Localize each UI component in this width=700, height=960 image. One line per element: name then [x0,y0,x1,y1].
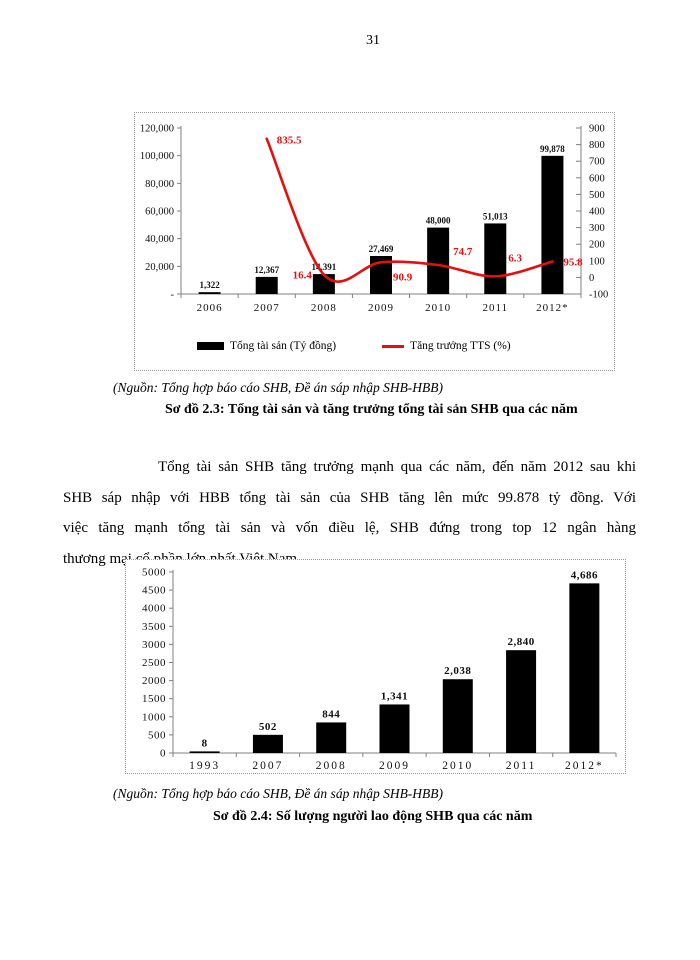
svg-text:3000: 3000 [142,639,166,651]
svg-text:74.7: 74.7 [453,246,473,258]
page-number: 31 [366,33,380,48]
svg-text:16.4: 16.4 [293,270,313,282]
figure1-source-caption: (Nguồn: Tổng hợp báo cáo SHB, Đề án sáp … [113,380,444,395]
svg-text:2007: 2007 [254,302,280,314]
paragraph-line: việc tăng mạnh tổng tài sản và vốn điều … [63,520,636,536]
svg-text:2500: 2500 [142,657,166,669]
svg-text:2012*: 2012* [536,302,569,314]
svg-text:12,367: 12,367 [254,265,279,275]
svg-text:120,000: 120,000 [140,124,174,135]
svg-text:300: 300 [589,223,605,234]
svg-text:500: 500 [589,190,605,201]
svg-text:2008: 2008 [311,302,337,314]
legend-label-growth: Tăng trưởng TTS (%) [410,340,511,352]
svg-text:1,322: 1,322 [199,280,220,290]
svg-text:2006: 2006 [197,302,223,314]
svg-text:4000: 4000 [142,603,166,615]
svg-text:90.9: 90.9 [393,271,413,283]
svg-text:500: 500 [148,729,166,741]
svg-text:8: 8 [202,737,208,749]
svg-text:2000: 2000 [142,675,166,687]
svg-text:1,341: 1,341 [381,690,408,702]
svg-text:100,000: 100,000 [140,151,174,162]
svg-text:2009: 2009 [379,760,410,772]
svg-text:2012*: 2012* [565,760,604,772]
svg-text:2,840: 2,840 [507,636,534,648]
svg-text:2008: 2008 [316,760,347,772]
figure2-source-caption: (Nguồn: Tổng hợp báo cáo SHB, Đề án sáp … [113,786,444,801]
svg-text:400: 400 [589,207,605,218]
svg-text:-100: -100 [589,290,608,301]
svg-text:2,038: 2,038 [444,665,471,677]
svg-text:1993: 1993 [189,760,220,772]
total-assets-growth-plot: 120,000 100,000 80,000 60,000 40,000 20,000 - 9… [140,124,608,315]
paragraph-line: SHB sáp nhập với HBB tổng tài sản của SH… [63,489,636,506]
svg-text:700: 700 [589,157,605,168]
svg-text:27,469: 27,469 [369,244,394,254]
svg-text:20,000: 20,000 [145,262,174,273]
svg-text:844: 844 [322,708,340,720]
svg-text:4,686: 4,686 [571,569,598,581]
svg-text:2010: 2010 [425,302,451,314]
legend-label-total-assets: Tổng tài sản (Tỷ đồng) [230,340,337,352]
figure1-title: Sơ đồ 2.3: Tổng tài sản và tăng trưởng t… [165,402,578,417]
svg-text:2010: 2010 [442,760,473,772]
chart-employees: 5000 4500 4000 3500 3000 2500 2000 1500 1000 500 0… [125,559,626,774]
svg-text:14,391: 14,391 [311,262,336,272]
line-series-swatch-icon [382,344,405,348]
svg-text:3500: 3500 [142,621,166,633]
svg-text:0: 0 [160,748,166,760]
bar-series-swatch-icon [197,342,224,350]
svg-text:60,000: 60,000 [145,207,174,218]
svg-text:95.8: 95.8 [563,256,583,268]
svg-text:1500: 1500 [142,693,166,705]
svg-text:80,000: 80,000 [145,179,174,190]
legend-item-total-assets: Tổng tài sản (Tỷ đồng) [197,340,336,352]
svg-text:1000: 1000 [142,711,166,723]
svg-text:900: 900 [589,124,605,135]
svg-text:2009: 2009 [368,302,394,314]
svg-text:800: 800 [589,140,605,151]
svg-text:2011: 2011 [506,760,537,772]
employees-plot: 5000450040003500300025002000150010005000… [142,567,617,772]
paragraph-line: Tổng tài sản SHB tăng trưởng mạnh qua cá… [158,459,636,475]
svg-text:200: 200 [589,240,605,251]
chart1-legend: Tổng tài sản (Tỷ đồng) Tăng trưởng TTS (… [135,340,614,352]
svg-text:100: 100 [589,256,605,267]
svg-text:4500: 4500 [142,585,166,597]
svg-text:-: - [171,290,175,301]
svg-text:40,000: 40,000 [145,234,174,245]
figure2-title: Sơ đồ 2.4: Số lượng người lao động SHB q… [213,809,533,824]
svg-text:51,013: 51,013 [483,211,508,221]
svg-text:6.3: 6.3 [508,252,522,264]
body-paragraph: Tổng tài sản SHB tăng trưởng mạnh qua cá… [63,452,636,574]
svg-text:0: 0 [589,273,594,284]
svg-text:2011: 2011 [482,302,508,314]
svg-text:835.5: 835.5 [277,135,302,147]
svg-text:502: 502 [259,721,277,733]
svg-text:600: 600 [589,173,605,184]
svg-text:2007: 2007 [252,760,283,772]
svg-text:48,000: 48,000 [426,216,451,226]
svg-text:5000: 5000 [142,567,166,579]
legend-item-growth: Tăng trưởng TTS (%) [382,340,511,352]
svg-text:99,878: 99,878 [540,144,565,154]
chart-total-assets-growth: 120,000 100,000 80,000 60,000 40,000 20,000 - 9… [134,112,615,371]
